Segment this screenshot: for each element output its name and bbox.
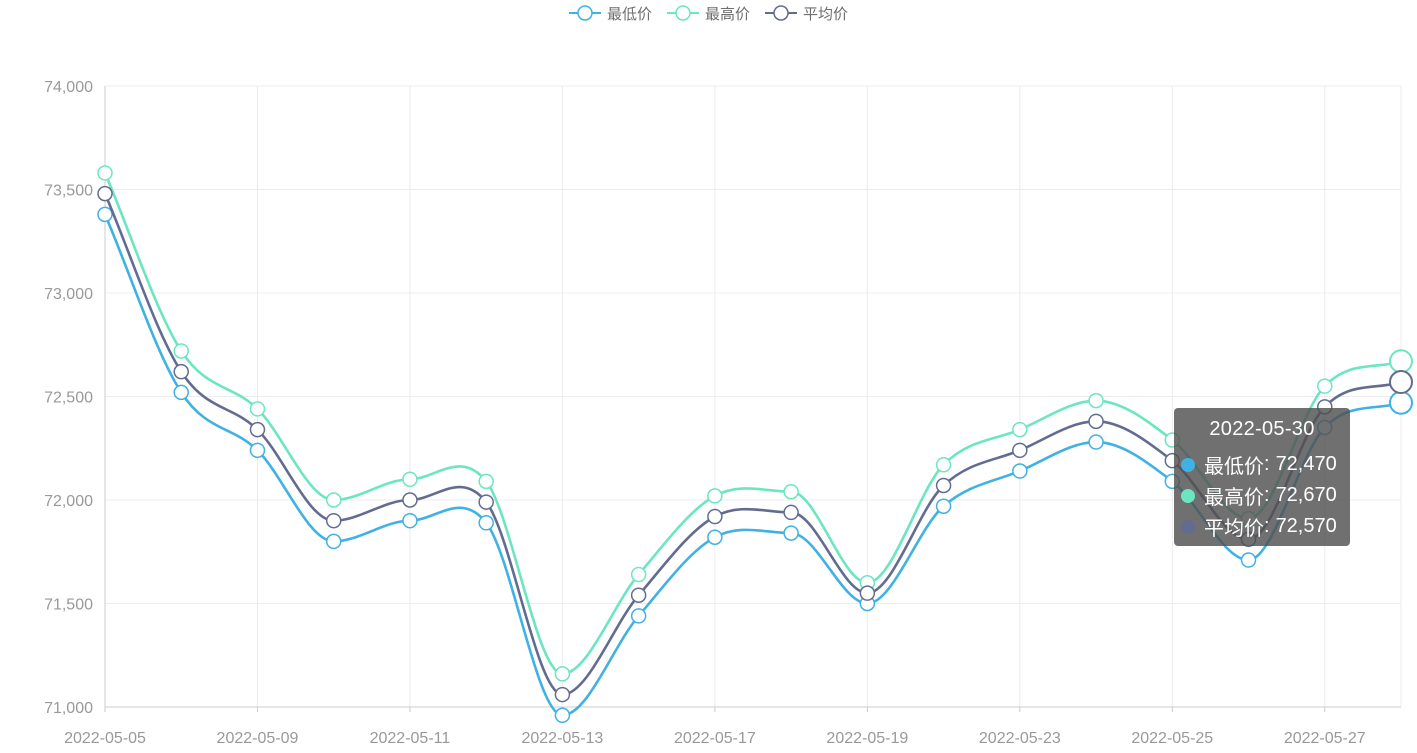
data-point [707,488,723,504]
data-point [783,525,799,541]
tooltip-low-value: 72,470 [1275,453,1337,475]
y-tick-label: 74,000 [44,79,93,96]
data-point [1088,392,1104,409]
tooltip-high-dot-icon [1181,488,1195,503]
chart-axes: 71,000 71,500 72,000 72,500 73,000 73,500 74,0… [44,79,1401,747]
chart-tooltip: 2022-05-30 最低价: 72,470 最高价: 72,670 平均价: … [1174,408,1350,546]
data-point [478,494,494,510]
data-point [1088,413,1104,430]
data-point [1389,370,1413,395]
tooltip-row-low: 最低价: 72,470 [1174,449,1350,480]
legend-item-low[interactable]: 最低价 [568,3,652,24]
data-point [402,492,418,508]
legend-item-avg[interactable]: 平均价 [764,3,848,24]
tooltip-row-high: 最高价: 72,670 [1174,480,1350,511]
data-point [402,512,418,529]
data-point [325,512,342,529]
tooltip-high-label: 最高价 [1204,487,1264,509]
data-point [402,471,418,488]
y-tick-label: 71,500 [44,597,93,614]
tooltip-low-dot-icon [1181,457,1195,472]
x-tick-label: 2022-05-27 [1284,730,1366,747]
data-point [1012,442,1028,459]
data-point [554,666,571,682]
data-point [554,686,571,703]
data-point [707,508,723,525]
data-point [1389,390,1413,415]
data-point [325,492,342,508]
data-point [325,533,342,550]
data-point [97,165,113,181]
data-point [97,185,113,202]
data-point [249,442,266,459]
data-point [1389,349,1413,374]
data-point [1240,552,1257,568]
tooltip-avg-value: 72,570 [1275,515,1337,537]
data-point [630,587,647,603]
legend-low-icon [569,5,601,21]
data-point [859,585,876,601]
data-point [630,608,647,624]
tooltip-low-label: 最低价 [1204,456,1264,478]
tooltip-avg-label: 平均价 [1204,518,1264,540]
legend-item-high[interactable]: 最高价 [666,3,750,24]
data-point [1012,421,1028,438]
legend-label-low: 最低价 [607,5,653,23]
tooltip-high-value: 72,670 [1275,484,1337,506]
legend-high-icon [667,5,700,21]
x-tick-label: 2022-05-05 [64,730,146,747]
data-point [249,421,266,438]
data-point [1088,434,1104,450]
data-point [1012,463,1028,479]
data-point [554,707,571,724]
chart-legend: 最低价 最高价 平均价 [568,0,862,26]
x-tick-label: 2022-05-19 [826,730,908,747]
data-point [97,206,113,223]
x-tick-label: 2022-05-09 [217,730,299,747]
tooltip-title: 2022-05-30 [1209,418,1315,440]
data-point [783,483,799,500]
data-point [249,401,266,417]
tooltip-avg-dot-icon [1181,519,1195,534]
data-point [783,504,799,521]
y-tick-label: 72,000 [44,493,93,510]
y-tick-label: 72,500 [44,390,93,407]
y-tick-label: 71,000 [44,700,93,717]
legend-label-high: 最高价 [705,5,751,23]
tooltip-row-avg: 平均价: 72,570 [1174,511,1350,542]
x-tick-label: 2022-05-25 [1131,730,1213,747]
data-point [173,384,189,401]
data-point [630,566,647,583]
data-point [935,477,952,494]
x-tick-label: 2022-05-11 [370,730,451,747]
x-tick-label: 2022-05-17 [674,730,756,747]
legend-avg-icon [765,5,798,21]
data-point [707,529,723,546]
y-tick-label: 73,000 [44,286,93,303]
chart-grid [104,85,1402,708]
legend-label-avg: 平均价 [803,5,849,23]
x-tick-label: 2022-05-23 [979,730,1061,747]
data-point [478,515,494,531]
y-tick-label: 73,500 [44,183,93,200]
data-point [478,473,494,490]
data-point [173,343,189,359]
data-point [935,457,952,473]
data-point [1317,378,1333,394]
data-point [935,498,952,514]
data-point [173,363,189,380]
x-tick-label: 2022-05-13 [521,730,603,747]
